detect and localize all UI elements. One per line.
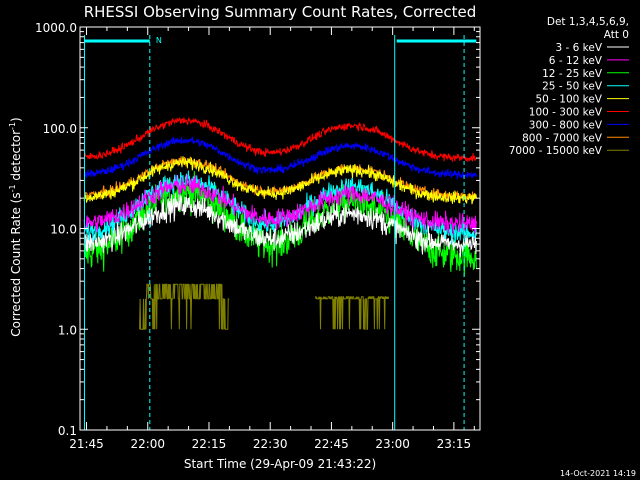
- x-tick-label: 22:15: [192, 437, 227, 451]
- legend-label: 300 - 800 keV: [529, 119, 603, 131]
- legend-label: 6 - 12 keV: [549, 55, 603, 67]
- legend-label: 100 - 300 keV: [529, 107, 603, 119]
- series-line-7000-15000-kev: [139, 283, 390, 330]
- x-tick-label: 22:30: [253, 437, 288, 451]
- legend-label: 3 - 6 keV: [555, 42, 602, 54]
- axes-frame: [79, 26, 481, 431]
- y-axis-label-sup2: -1: [8, 122, 17, 130]
- series-line-100-300-kev: [83, 116, 477, 163]
- y-tick-label: 1000.0: [35, 21, 77, 35]
- x-tick-label: 22:45: [314, 437, 349, 451]
- legend-label: 25 - 50 keV: [542, 81, 603, 93]
- y-axis-label-part1: Corrected Count Rate (s: [9, 192, 23, 336]
- y-tick-label: 1.0: [58, 323, 77, 337]
- x-tick-label: 23:00: [375, 437, 410, 451]
- plot-area: N: [83, 35, 477, 430]
- y-tick-label: 10.0: [50, 223, 77, 237]
- y-axis-label: Corrected Count Rate (s-1 detector-1): [8, 117, 23, 336]
- y-tick-label: 0.1: [58, 424, 77, 438]
- flag-saa-label: N: [156, 36, 162, 45]
- x-axis-ticks: 21:45 22:00 22:15 22:30 22:45 23:00 23:15: [69, 27, 475, 451]
- axes-box: [79, 26, 481, 431]
- legend-label: 50 - 100 keV: [535, 94, 602, 106]
- x-tick-label: 23:15: [437, 437, 472, 451]
- y-axis-label-part2: detector: [9, 130, 23, 185]
- chart-title: RHESSI Observing Summary Count Rates, Co…: [84, 3, 477, 21]
- y-tick-label: 100.0: [43, 122, 77, 136]
- x-tick-label: 21:45: [69, 437, 104, 451]
- legend-label: 7000 - 15000 keV: [509, 145, 603, 157]
- y-axis-ticks: 0.1 1.0 10.0 100.0 1000.0: [35, 21, 480, 438]
- legend-label: 800 - 7000 keV: [522, 132, 603, 144]
- x-axis-label: Start Time (29-Apr-09 21:43:22): [184, 457, 376, 471]
- x-tick-label: 22:00: [130, 437, 165, 451]
- legend-title-detectors: Det 1,3,4,5,6,9,: [547, 16, 629, 28]
- series-line-6-12-kev: [83, 174, 477, 235]
- y-axis-label-sup1: -1: [8, 184, 17, 192]
- series-line-3-6-kev: [83, 193, 477, 258]
- legend-label: 12 - 25 keV: [542, 68, 603, 80]
- footer-date: 14-Oct-2021 14:19: [560, 469, 636, 478]
- legend-title-attenuator: Att 0: [604, 29, 629, 41]
- y-axis-label-part3: ): [9, 117, 23, 122]
